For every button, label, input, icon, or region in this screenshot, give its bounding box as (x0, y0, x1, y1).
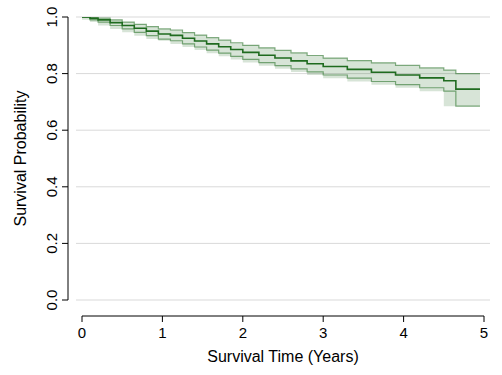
x-tick-label: 3 (319, 324, 327, 341)
y-tick-label: 0.6 (43, 120, 60, 141)
x-tick-label: 0 (78, 324, 86, 341)
y-tick (62, 73, 68, 74)
x-tick-label: 1 (158, 324, 166, 341)
y-tick (62, 17, 68, 18)
y-axis-label: Survival Probability (12, 90, 29, 226)
y-axis (68, 17, 69, 300)
x-axis-label: Survival Time (Years) (207, 348, 358, 365)
x-tick-label: 2 (239, 324, 247, 341)
grid-line (76, 300, 490, 301)
grid-line (76, 130, 490, 131)
y-tick (62, 130, 68, 131)
x-tick (403, 316, 404, 322)
y-tick (62, 186, 68, 187)
x-tick (484, 316, 485, 322)
background (0, 0, 502, 375)
survival-line (82, 17, 480, 89)
y-tick-label: 0.0 (43, 290, 60, 311)
y-tick (62, 243, 68, 244)
confidence-band (82, 17, 480, 106)
grid-line (76, 17, 490, 18)
y-tick-label: 0.2 (43, 233, 60, 254)
x-axis (82, 316, 484, 317)
lower-bound-line (82, 17, 480, 106)
grid-line (76, 186, 490, 187)
y-tick-label: 1.0 (43, 7, 60, 28)
y-tick-label: 0.8 (43, 63, 60, 84)
grid-line (76, 243, 490, 244)
x-tick-label: 5 (480, 324, 488, 341)
chart: 0.0 0.2 0.4 0.6 0.8 1.0 Survival Probability 0 1… (0, 0, 502, 375)
x-tick (323, 316, 324, 322)
y-tick (62, 300, 68, 301)
x-tick (242, 316, 243, 322)
x-tick (82, 316, 83, 322)
y-tick-label: 0.4 (43, 176, 60, 197)
x-tick-label: 4 (399, 324, 407, 341)
plot-area (82, 17, 480, 106)
x-tick (162, 316, 163, 322)
